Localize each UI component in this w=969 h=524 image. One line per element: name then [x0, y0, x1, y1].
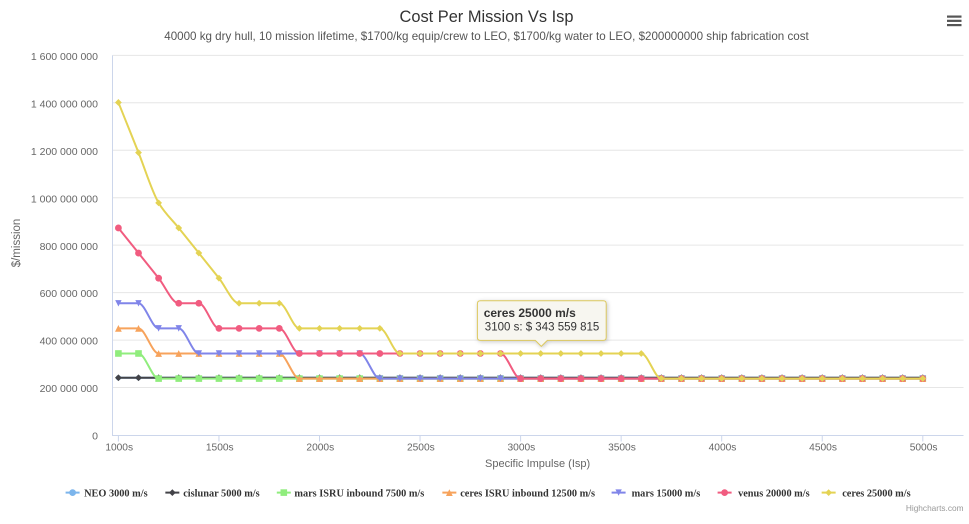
svg-text:ceres ISRU inbound 12500 m/s: ceres ISRU inbound 12500 m/s [460, 489, 595, 500]
svg-text:1 600 000 000: 1 600 000 000 [31, 51, 98, 63]
svg-text:2500s: 2500s [407, 442, 435, 453]
svg-text:4000s: 4000s [709, 442, 737, 453]
svg-text:5000s: 5000s [910, 442, 938, 453]
svg-text:1 000 000 000: 1 000 000 000 [31, 193, 98, 205]
svg-text:NEO 3000 m/s: NEO 3000 m/s [84, 489, 148, 500]
svg-text:ceres 25000 m/s: ceres 25000 m/s [842, 489, 910, 500]
svg-text:cislunar 5000 m/s: cislunar 5000 m/s [183, 489, 259, 500]
svg-text:3100 s: $ 343 559 815: 3100 s: $ 343 559 815 [485, 322, 599, 334]
svg-text:Specific Impulse (Isp): Specific Impulse (Isp) [485, 458, 590, 470]
svg-text:1000s: 1000s [105, 442, 133, 453]
svg-text:4500s: 4500s [809, 442, 837, 453]
svg-text:mars ISRU inbound 7500 m/s: mars ISRU inbound 7500 m/s [294, 489, 424, 500]
svg-text:1 400 000 000: 1 400 000 000 [31, 98, 98, 110]
svg-text:40000 kg dry hull, 10 mission: 40000 kg dry hull, 10 mission lifetime, … [164, 30, 809, 43]
svg-text:400 000 000: 400 000 000 [40, 336, 99, 348]
svg-text:1500s: 1500s [206, 442, 234, 453]
svg-text:1 200 000 000: 1 200 000 000 [31, 146, 98, 158]
svg-text:Cost Per Mission Vs Isp: Cost Per Mission Vs Isp [400, 8, 574, 26]
svg-text:3500s: 3500s [608, 442, 636, 453]
svg-text:Highcharts.com: Highcharts.com [906, 503, 964, 513]
svg-text:mars 15000 m/s: mars 15000 m/s [632, 489, 701, 500]
svg-text:3000s: 3000s [508, 442, 536, 453]
svg-text:2000s: 2000s [306, 442, 334, 453]
svg-text:venus 20000 m/s: venus 20000 m/s [738, 489, 810, 500]
svg-text:$/mission: $/mission [11, 219, 23, 268]
svg-text:800 000 000: 800 000 000 [40, 241, 99, 253]
svg-text:200 000 000: 200 000 000 [40, 383, 99, 395]
svg-text:ceres 25000 m/s: ceres 25000 m/s [484, 306, 576, 320]
svg-text:600 000 000: 600 000 000 [40, 288, 99, 300]
svg-text:0: 0 [92, 431, 98, 443]
